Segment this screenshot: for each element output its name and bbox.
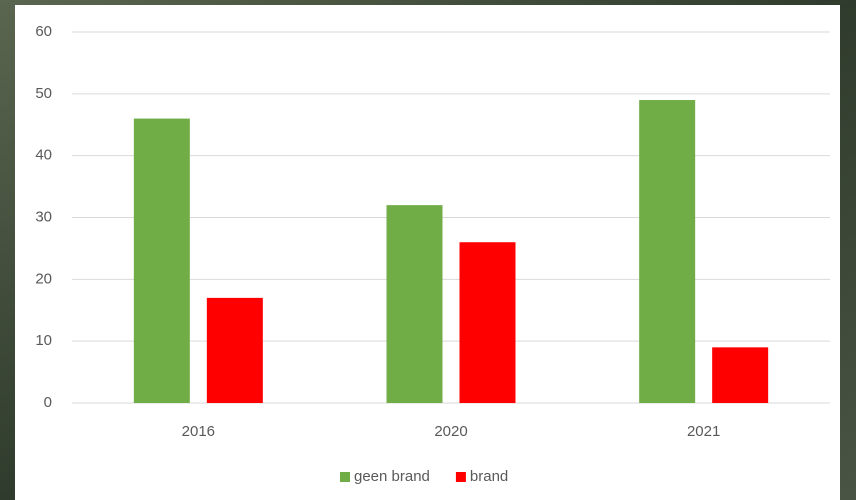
x-tick-label: 2016	[182, 423, 215, 440]
bar	[459, 242, 516, 403]
y-tick-label: 10	[35, 332, 52, 349]
legend-label: geen brand	[354, 468, 430, 485]
bar	[206, 297, 263, 403]
legend-swatch	[340, 472, 350, 482]
x-tick-label: 2020	[434, 423, 467, 440]
x-tick-label: 2021	[687, 423, 720, 440]
y-tick-label: 60	[35, 23, 52, 40]
y-tick-label: 30	[35, 208, 52, 225]
y-tick-label: 0	[44, 394, 52, 411]
bar	[712, 347, 769, 403]
legend-swatch	[455, 472, 466, 482]
bar	[133, 118, 190, 404]
bar	[639, 100, 696, 404]
y-tick-label: 40	[35, 147, 52, 164]
bar	[386, 205, 443, 403]
y-tick-label: 50	[35, 85, 52, 102]
y-tick-label: 20	[35, 270, 52, 287]
legend-label: brand	[470, 468, 508, 485]
